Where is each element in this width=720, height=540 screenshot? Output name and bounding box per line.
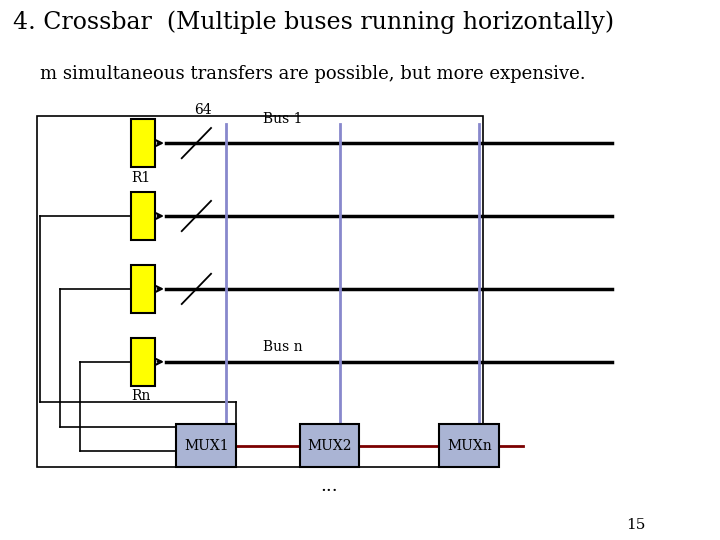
Text: 64: 64 (194, 104, 212, 118)
Bar (132, 265, 155, 313)
Text: MUX2: MUX2 (307, 438, 352, 453)
Bar (132, 338, 155, 386)
Text: Rn: Rn (132, 389, 151, 403)
Text: MUXn: MUXn (447, 438, 492, 453)
Text: Bus n: Bus n (263, 340, 302, 354)
Bar (176, 424, 236, 467)
Text: 15: 15 (626, 518, 646, 532)
Bar (132, 119, 155, 167)
Text: R1: R1 (132, 171, 150, 185)
Text: Bus 1: Bus 1 (264, 112, 302, 126)
Text: ...: ... (320, 477, 338, 495)
Text: m simultaneous transfers are possible, but more expensive.: m simultaneous transfers are possible, b… (40, 65, 585, 83)
Bar (300, 424, 359, 467)
Bar (132, 192, 155, 240)
Text: 4. Crossbar  (Multiple buses running horizontally): 4. Crossbar (Multiple buses running hori… (13, 11, 614, 35)
Bar (439, 424, 499, 467)
Bar (37, 116, 482, 467)
Text: MUX1: MUX1 (184, 438, 229, 453)
